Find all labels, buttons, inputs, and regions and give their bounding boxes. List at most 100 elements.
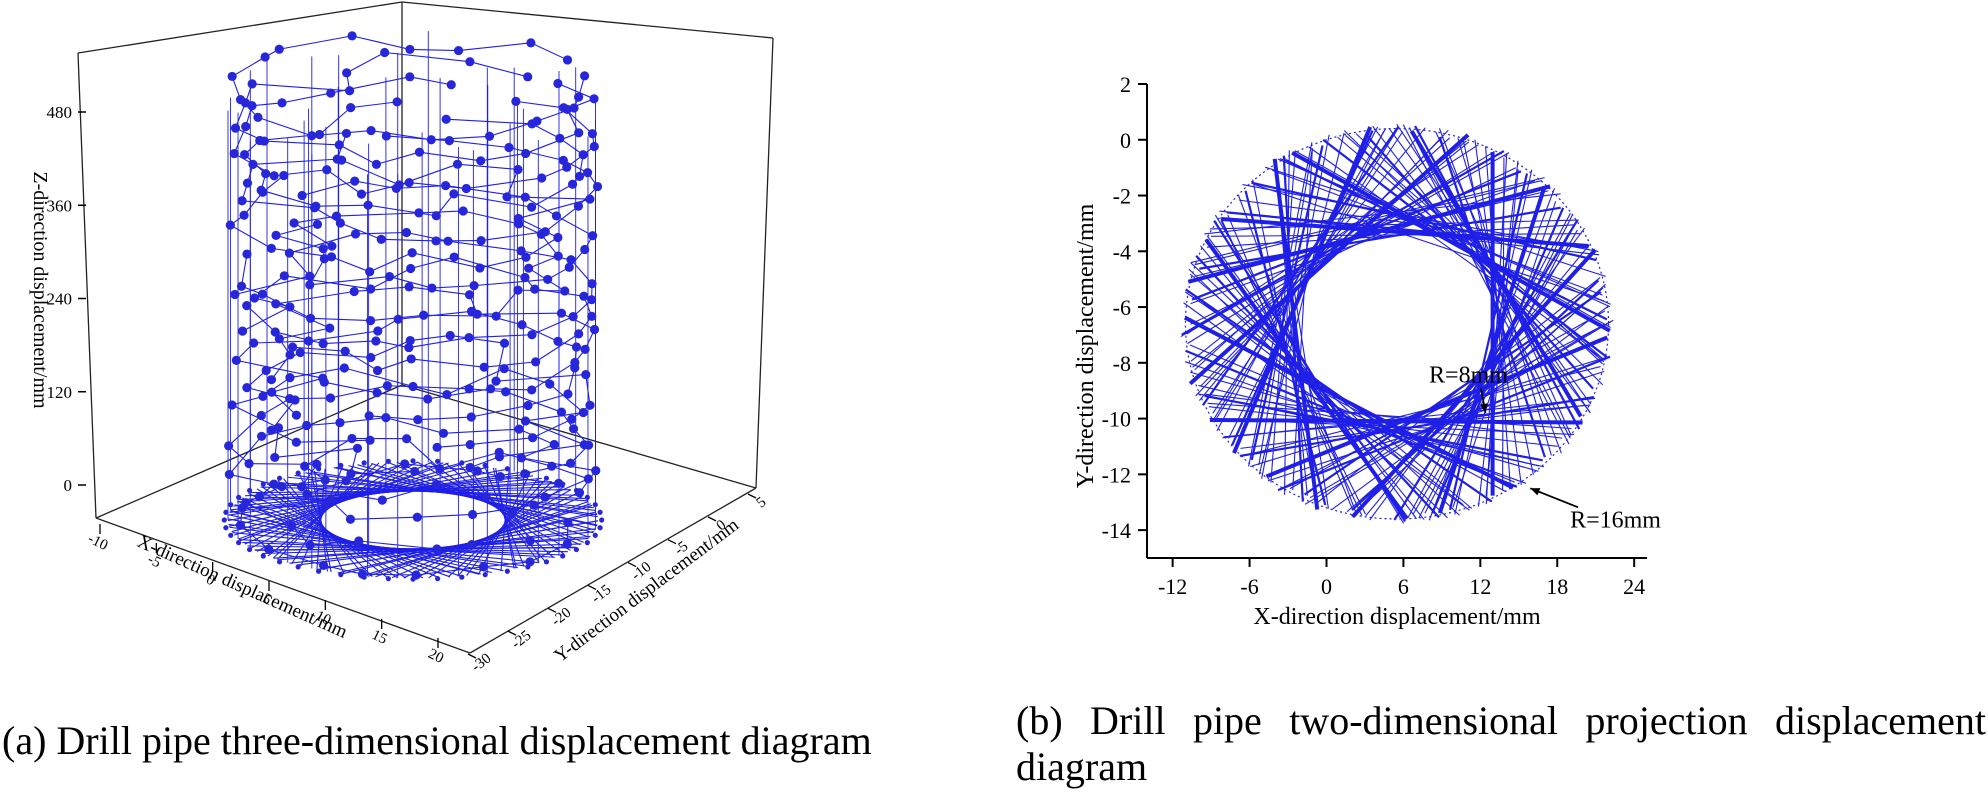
trajectory-node xyxy=(318,244,328,254)
trajectory-node xyxy=(247,79,257,89)
trajectory-segment xyxy=(324,381,378,394)
trajectory-segment xyxy=(344,350,378,371)
y-tick-label: -25 xyxy=(509,628,535,653)
trajectory-node xyxy=(325,323,335,333)
trajectory-node xyxy=(443,236,453,246)
trajectory-node xyxy=(592,181,603,192)
trajectory-node xyxy=(520,192,530,202)
base-node xyxy=(236,540,242,546)
trajectory-segment xyxy=(275,303,330,329)
trajectory-chord xyxy=(1258,150,1313,466)
trajectory-segment xyxy=(454,256,526,279)
trajectory-segment xyxy=(355,231,407,235)
trajectory-node xyxy=(404,282,414,292)
trajectory-node xyxy=(464,290,475,300)
trajectory-segment xyxy=(416,566,484,576)
trajectory-segment xyxy=(289,367,345,379)
trajectory-segment xyxy=(500,476,559,484)
trajectory-segment xyxy=(471,404,529,418)
y-tick-mark xyxy=(747,493,757,499)
trajectory-node xyxy=(526,38,536,48)
base-node xyxy=(236,494,242,500)
trajectory-chord xyxy=(1284,158,1608,321)
trajectory-chord xyxy=(1207,402,1572,430)
trajectory-node xyxy=(237,196,247,206)
trajectory-segment xyxy=(243,191,264,216)
trajectory-node xyxy=(453,45,464,56)
trajectory-node xyxy=(449,189,459,199)
trajectory-node xyxy=(297,482,307,492)
trajectory-node xyxy=(405,44,415,55)
trajectory-segment xyxy=(406,438,441,470)
trajectory-segment xyxy=(417,513,473,518)
x-tick-label: 24 xyxy=(1623,574,1645,599)
trajectory-node xyxy=(332,154,342,164)
base-node xyxy=(246,546,253,553)
x-tick-label: 0 xyxy=(1321,574,1332,599)
trajectory-segment xyxy=(350,101,398,109)
annotation-arrowhead xyxy=(1480,403,1488,414)
trajectory-segment xyxy=(446,118,532,125)
trajectory-node xyxy=(342,68,352,78)
trajectory-chord xyxy=(1485,169,1519,496)
trajectory-segment xyxy=(457,163,519,171)
base-node xyxy=(221,517,227,523)
trajectory-node xyxy=(393,314,403,324)
trajectory-segment xyxy=(508,146,564,161)
trajectory-chord xyxy=(1190,180,1536,305)
trajectory-node xyxy=(520,416,531,426)
trajectory-node xyxy=(562,539,572,549)
y-tick-label: 0 xyxy=(1120,128,1131,153)
trajectory-segment xyxy=(409,286,470,296)
trajectory-node xyxy=(452,159,463,169)
trajectory-node xyxy=(589,324,600,335)
trajectory-node xyxy=(528,433,538,443)
trajectory-segment xyxy=(231,404,279,429)
trajectory-node xyxy=(274,334,284,344)
trajectory-segment xyxy=(323,340,376,345)
trajectory-segment xyxy=(350,470,415,475)
trajectory-node xyxy=(256,185,266,195)
trajectory-segment xyxy=(387,385,470,390)
trajectory-segment xyxy=(369,415,418,421)
trajectory-segment xyxy=(419,151,481,162)
box-edge xyxy=(77,1,403,54)
trajectory-node xyxy=(543,274,553,285)
y-tick-label: -6 xyxy=(1113,295,1131,320)
trajectory-node xyxy=(372,365,383,376)
trajectory-node xyxy=(438,428,449,438)
trajectory-segment xyxy=(466,177,542,190)
trajectory-2d xyxy=(1180,124,1614,524)
trajectory-node xyxy=(431,236,441,246)
trajectory-node xyxy=(511,96,521,106)
trajectory-node xyxy=(585,400,595,410)
base-node xyxy=(573,487,580,494)
trajectory-node xyxy=(461,183,471,194)
trajectory-segment xyxy=(495,289,519,317)
trajectory-node xyxy=(558,155,568,165)
trajectory-node xyxy=(475,263,485,273)
trajectory-node xyxy=(266,425,277,435)
trajectory-node xyxy=(224,441,234,451)
trajectory-node xyxy=(350,229,361,239)
base-node xyxy=(504,568,510,574)
trajectory-node xyxy=(579,291,589,301)
trajectory-node xyxy=(524,263,534,273)
annotation-label: R=8mm xyxy=(1429,362,1508,388)
trajectory-node xyxy=(305,540,315,550)
trajectory-node xyxy=(381,131,391,141)
panel-a-3d-chart: 0 120 240 360 480 Z-direction displacement/mm… xyxy=(29,1,774,675)
trajectory-node xyxy=(465,57,475,67)
trajectory-node xyxy=(520,272,530,283)
trajectory-node xyxy=(264,544,274,554)
trajectory-segment xyxy=(370,340,411,358)
trajectory-node xyxy=(441,180,451,191)
base-node xyxy=(385,576,391,582)
trajectory-node xyxy=(481,492,491,502)
trajectory-node xyxy=(290,395,300,405)
y-tick-mark xyxy=(667,539,677,545)
trajectory-node xyxy=(564,262,574,272)
trajectory-node xyxy=(442,389,452,400)
trajectory-node xyxy=(591,466,601,476)
trajectory-node xyxy=(587,311,597,321)
